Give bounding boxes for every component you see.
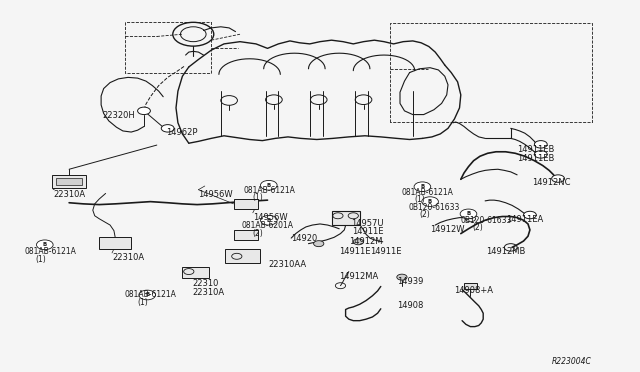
Circle shape [534, 141, 547, 148]
Text: 22310: 22310 [192, 279, 218, 288]
Text: 14920: 14920 [291, 234, 317, 243]
Text: 14908+A: 14908+A [454, 286, 493, 295]
Text: B: B [420, 184, 424, 189]
Bar [52, 175, 86, 188]
Text: 14957U: 14957U [351, 219, 383, 228]
Text: 14911EA: 14911EA [506, 215, 543, 224]
Circle shape [524, 211, 536, 219]
Circle shape [260, 215, 277, 225]
Text: 14939: 14939 [397, 277, 423, 286]
Text: 22320H: 22320H [102, 111, 135, 120]
Text: 14912M: 14912M [349, 237, 382, 246]
Text: B: B [428, 199, 432, 204]
Text: B: B [267, 183, 271, 188]
Text: B: B [145, 292, 149, 298]
Text: 14956W: 14956W [253, 213, 287, 222]
Circle shape [552, 175, 564, 182]
Bar [99, 237, 131, 249]
Text: 14911E: 14911E [352, 227, 383, 236]
Circle shape [314, 241, 324, 247]
Text: B: B [467, 211, 470, 217]
Text: 081AB-6121A: 081AB-6121A [243, 186, 295, 195]
Text: 14911E: 14911E [370, 247, 401, 256]
Text: R223004C: R223004C [552, 357, 591, 366]
Circle shape [353, 239, 364, 245]
Bar [182, 267, 209, 278]
Bar [234, 199, 258, 209]
Text: 0B120-61633: 0B120-61633 [461, 216, 512, 225]
Circle shape [260, 180, 277, 190]
Text: B: B [43, 242, 47, 247]
Text: 14911E: 14911E [339, 247, 371, 256]
Text: (1): (1) [253, 193, 264, 202]
Bar [234, 230, 258, 240]
Text: (2): (2) [253, 229, 264, 238]
Text: (1): (1) [35, 255, 46, 264]
Circle shape [460, 209, 477, 219]
Text: (2): (2) [419, 210, 430, 219]
Circle shape [161, 125, 174, 132]
Text: (2): (2) [472, 223, 483, 232]
Circle shape [36, 240, 53, 250]
Text: 22310A: 22310A [53, 190, 85, 199]
Text: B: B [267, 218, 271, 223]
Text: 081AB-6121A: 081AB-6121A [24, 247, 76, 256]
Text: 081AB-6201A: 081AB-6201A [242, 221, 294, 230]
Text: 14912W: 14912W [430, 225, 465, 234]
Text: 14911EB: 14911EB [517, 145, 554, 154]
Text: 22310A: 22310A [112, 253, 144, 262]
Circle shape [534, 151, 547, 158]
Bar [225, 249, 260, 263]
Circle shape [422, 197, 438, 206]
Text: 14911EB: 14911EB [517, 154, 554, 163]
Circle shape [138, 107, 150, 115]
Text: 081AB-6121A: 081AB-6121A [402, 188, 454, 197]
Bar [464, 283, 477, 289]
Text: 14962P: 14962P [166, 128, 198, 137]
Circle shape [139, 290, 156, 300]
Text: 14908: 14908 [397, 301, 423, 310]
Text: 22310A: 22310A [192, 288, 224, 297]
Text: 22310AA: 22310AA [269, 260, 307, 269]
Text: 14956W: 14956W [198, 190, 233, 199]
Bar [332, 211, 360, 225]
Text: 081AB-6121A: 081AB-6121A [125, 290, 177, 299]
Text: 0B120-61633: 0B120-61633 [408, 203, 460, 212]
Circle shape [414, 182, 431, 192]
Text: (1): (1) [138, 298, 148, 307]
Text: (1): (1) [415, 195, 426, 204]
Circle shape [397, 274, 407, 280]
Text: 14912MA: 14912MA [339, 272, 378, 280]
Text: 14912NC: 14912NC [532, 178, 571, 187]
Bar [56, 178, 82, 185]
Text: 14912MB: 14912MB [486, 247, 526, 256]
